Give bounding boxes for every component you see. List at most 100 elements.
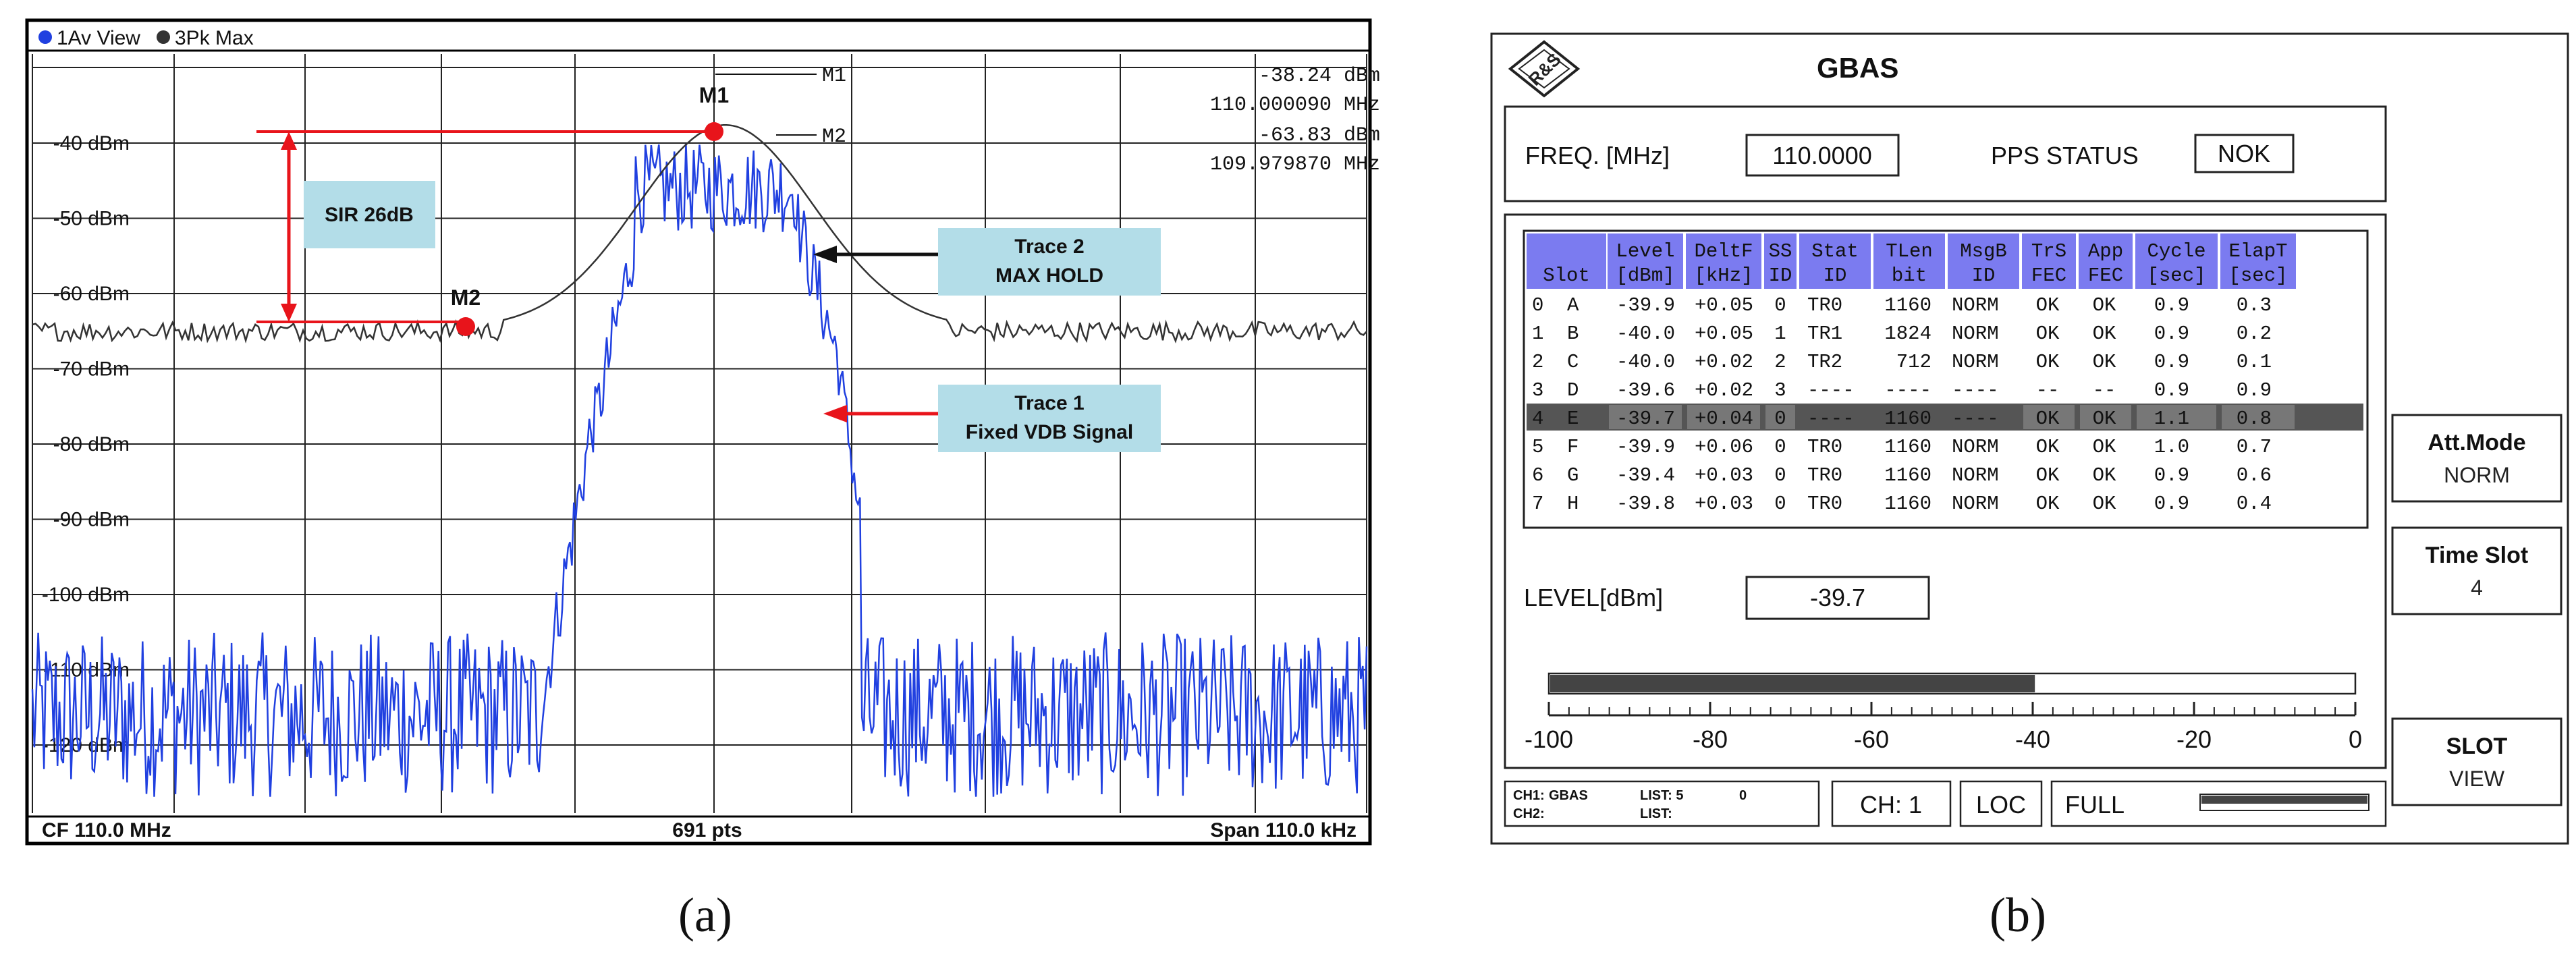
table-cell[interactable]: TR0 xyxy=(1807,294,1842,316)
table-cell[interactable]: -39.8 xyxy=(1616,493,1675,515)
table-cell[interactable]: 1 xyxy=(1532,323,1543,345)
table-cell[interactable]: 0.3 xyxy=(2237,294,2272,316)
table-cell[interactable]: NORM xyxy=(1952,294,1999,316)
table-cell[interactable]: 6 xyxy=(1532,464,1543,487)
table-cell[interactable]: -40.0 xyxy=(1616,323,1675,345)
table-cell[interactable]: TR2 xyxy=(1807,351,1842,373)
table-cell[interactable]: -39.4 xyxy=(1616,464,1675,487)
table-cell[interactable]: 1160 xyxy=(1884,294,1931,316)
table-cell[interactable]: -40.0 xyxy=(1616,351,1675,373)
table-cell[interactable]: OK xyxy=(2093,323,2116,345)
table-cell[interactable]: OK xyxy=(2093,408,2116,430)
table-cell[interactable]: NORM xyxy=(1952,323,1999,345)
freq-field[interactable] xyxy=(1745,134,1900,177)
table-cell[interactable]: OK xyxy=(2036,436,2060,458)
table-cell[interactable]: E xyxy=(1567,408,1579,430)
table-cell[interactable]: TR0 xyxy=(1807,464,1842,487)
table-cell[interactable]: 0 xyxy=(1774,294,1786,316)
table-cell[interactable]: 0.9 xyxy=(2154,464,2189,487)
table-cell[interactable]: 0.9 xyxy=(2154,351,2189,373)
table-cell[interactable]: 1160 xyxy=(1884,464,1931,487)
table-cell[interactable]: TR0 xyxy=(1807,436,1842,458)
table-cell[interactable]: OK xyxy=(2036,493,2060,515)
table-cell[interactable]: 0.6 xyxy=(2237,464,2272,487)
table-cell[interactable]: 0 xyxy=(1774,493,1786,515)
table-cell[interactable]: -39.7 xyxy=(1616,408,1675,430)
table-cell[interactable]: 1160 xyxy=(1884,408,1931,430)
table-cell[interactable]: 0 xyxy=(1774,436,1786,458)
table-cell[interactable]: +0.04 xyxy=(1695,408,1753,430)
table-cell[interactable]: +0.03 xyxy=(1695,464,1753,487)
table-cell[interactable]: 7 xyxy=(1532,493,1543,515)
table-cell[interactable]: OK xyxy=(2093,351,2116,373)
table-cell[interactable]: OK xyxy=(2036,294,2060,316)
softkey-button-3[interactable]: SLOT VIEW xyxy=(2391,717,2563,806)
table-cell[interactable]: 0.7 xyxy=(2237,436,2272,458)
table-cell[interactable]: -39.9 xyxy=(1616,294,1675,316)
table-cell[interactable]: 1.1 xyxy=(2154,408,2189,430)
table-cell[interactable]: B xyxy=(1567,323,1579,345)
table-cell[interactable]: H xyxy=(1567,493,1579,515)
table-cell[interactable]: 0.9 xyxy=(2154,379,2189,402)
table-cell[interactable]: ---- xyxy=(1952,379,1999,402)
table-cell[interactable]: 0.8 xyxy=(2237,408,2272,430)
softkey-button-1[interactable]: Att.Mode NORM xyxy=(2391,414,2563,503)
table-cell[interactable]: G xyxy=(1567,464,1579,487)
softkey-button-2[interactable]: Time Slot 4 xyxy=(2391,526,2563,615)
table-cell[interactable]: 3 xyxy=(1532,379,1543,402)
table-cell[interactable]: 0 xyxy=(1774,464,1786,487)
table-cell[interactable]: 0.9 xyxy=(2237,379,2272,402)
table-cell[interactable]: +0.03 xyxy=(1695,493,1753,515)
table-cell[interactable]: 1160 xyxy=(1884,436,1931,458)
table-cell[interactable]: ---- xyxy=(1807,408,1855,430)
table-cell[interactable]: +0.05 xyxy=(1695,294,1753,316)
table-cell[interactable]: NORM xyxy=(1952,493,1999,515)
table-cell[interactable]: +0.02 xyxy=(1695,351,1753,373)
table-cell[interactable]: 3 xyxy=(1774,379,1786,402)
table-cell[interactable]: NORM xyxy=(1952,464,1999,487)
table-cell[interactable]: 0 xyxy=(1532,294,1543,316)
table-cell[interactable]: OK xyxy=(2093,493,2116,515)
table-cell[interactable]: 2 xyxy=(1532,351,1543,373)
table-cell[interactable]: TR0 xyxy=(1807,493,1842,515)
table-cell[interactable]: OK xyxy=(2036,323,2060,345)
table-cell[interactable]: OK xyxy=(2093,436,2116,458)
table-cell[interactable]: -- xyxy=(2093,379,2116,402)
table-cell[interactable]: OK xyxy=(2093,464,2116,487)
table-cell[interactable]: -39.6 xyxy=(1616,379,1675,402)
table-cell[interactable]: +0.02 xyxy=(1695,379,1753,402)
table-cell[interactable]: OK xyxy=(2036,408,2060,430)
table-cell[interactable]: OK xyxy=(2036,351,2060,373)
table-cell[interactable]: 0.9 xyxy=(2154,493,2189,515)
table-cell[interactable]: TR1 xyxy=(1807,323,1842,345)
table-cell[interactable]: 1 xyxy=(1774,323,1786,345)
table-cell[interactable]: OK xyxy=(2093,294,2116,316)
table-cell[interactable]: D xyxy=(1567,379,1579,402)
table-cell[interactable]: NORM xyxy=(1952,436,1999,458)
table-cell[interactable]: ---- xyxy=(1884,379,1931,402)
table-cell[interactable]: -39.9 xyxy=(1616,436,1675,458)
table-cell[interactable]: 0.4 xyxy=(2237,493,2272,515)
table-cell[interactable]: 0.1 xyxy=(2237,351,2272,373)
table-cell[interactable]: ---- xyxy=(1807,379,1855,402)
table-cell[interactable]: 0.2 xyxy=(2237,323,2272,345)
table-cell[interactable]: 4 xyxy=(1532,408,1543,430)
table-cell[interactable]: NORM xyxy=(1952,351,1999,373)
table-cell[interactable]: 2 xyxy=(1774,351,1786,373)
table-cell[interactable]: 712 xyxy=(1896,351,1931,373)
table-cell[interactable]: 0 xyxy=(1774,408,1786,430)
table-cell[interactable]: 1160 xyxy=(1884,493,1931,515)
table-cell[interactable]: A xyxy=(1567,294,1579,316)
table-cell[interactable]: -- xyxy=(2036,379,2060,402)
table-cell[interactable]: +0.06 xyxy=(1695,436,1753,458)
table-cell[interactable]: 1.0 xyxy=(2154,436,2189,458)
table-cell[interactable]: ---- xyxy=(1952,408,1999,430)
table-cell[interactable]: F xyxy=(1567,436,1579,458)
table-cell[interactable]: 5 xyxy=(1532,436,1543,458)
table-cell[interactable]: C xyxy=(1567,351,1579,373)
table-cell[interactable]: 0.9 xyxy=(2154,294,2189,316)
table-cell[interactable]: 1824 xyxy=(1884,323,1931,345)
table-cell[interactable]: OK xyxy=(2036,464,2060,487)
table-cell[interactable]: +0.05 xyxy=(1695,323,1753,345)
table-cell[interactable]: 0.9 xyxy=(2154,323,2189,345)
